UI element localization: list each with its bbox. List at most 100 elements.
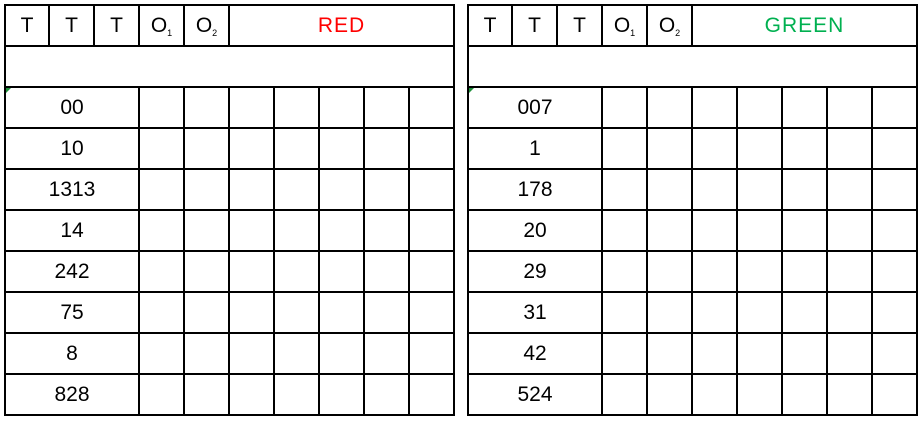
empty-cell[interactable]: [826, 373, 873, 416]
empty-cell[interactable]: [781, 373, 828, 416]
empty-cell[interactable]: [408, 332, 455, 375]
empty-cell[interactable]: [691, 373, 738, 416]
empty-cell[interactable]: [601, 332, 648, 375]
empty-cell[interactable]: [318, 168, 365, 211]
empty-cell[interactable]: [736, 250, 783, 293]
header-cell-t2[interactable]: T: [48, 4, 95, 47]
empty-cell[interactable]: [601, 373, 648, 416]
empty-cell[interactable]: [826, 209, 873, 252]
empty-cell[interactable]: [646, 86, 693, 129]
empty-cell[interactable]: [273, 373, 320, 416]
value-cell[interactable]: 178: [467, 168, 603, 211]
value-cell[interactable]: 75: [4, 291, 140, 334]
empty-cell[interactable]: [318, 127, 365, 170]
empty-cell[interactable]: [228, 168, 275, 211]
panel-title[interactable]: GREEN: [691, 4, 918, 47]
header-cell-o1[interactable]: O1: [138, 4, 185, 47]
value-cell[interactable]: 524: [467, 373, 603, 416]
empty-cell[interactable]: [318, 250, 365, 293]
value-cell[interactable]: 20: [467, 209, 603, 252]
empty-cell[interactable]: [408, 209, 455, 252]
value-cell[interactable]: 8: [4, 332, 140, 375]
empty-cell[interactable]: [318, 291, 365, 334]
empty-cell[interactable]: [691, 250, 738, 293]
empty-cell[interactable]: [363, 209, 410, 252]
empty-cell[interactable]: [363, 168, 410, 211]
empty-cell[interactable]: [601, 250, 648, 293]
empty-cell[interactable]: [273, 250, 320, 293]
empty-cell[interactable]: [408, 291, 455, 334]
blank-merged-cell[interactable]: [4, 45, 455, 88]
header-cell-t3[interactable]: T: [93, 4, 140, 47]
value-cell[interactable]: 14: [4, 209, 140, 252]
empty-cell[interactable]: [138, 209, 185, 252]
empty-cell[interactable]: [138, 373, 185, 416]
empty-cell[interactable]: [228, 86, 275, 129]
empty-cell[interactable]: [871, 127, 918, 170]
header-cell-o2[interactable]: O2: [183, 4, 230, 47]
empty-cell[interactable]: [228, 127, 275, 170]
empty-cell[interactable]: [736, 127, 783, 170]
empty-cell[interactable]: [871, 209, 918, 252]
empty-cell[interactable]: [273, 127, 320, 170]
empty-cell[interactable]: [138, 291, 185, 334]
empty-cell[interactable]: [646, 291, 693, 334]
empty-cell[interactable]: [183, 291, 230, 334]
header-cell-t3[interactable]: T: [556, 4, 603, 47]
empty-cell[interactable]: [408, 168, 455, 211]
empty-cell[interactable]: [646, 373, 693, 416]
empty-cell[interactable]: [363, 291, 410, 334]
empty-cell[interactable]: [363, 86, 410, 129]
value-cell[interactable]: 1: [467, 127, 603, 170]
empty-cell[interactable]: [736, 86, 783, 129]
value-cell[interactable]: 42: [467, 332, 603, 375]
empty-cell[interactable]: [736, 332, 783, 375]
header-cell-t1[interactable]: T: [4, 4, 50, 47]
empty-cell[interactable]: [736, 291, 783, 334]
value-cell[interactable]: 828: [4, 373, 140, 416]
empty-cell[interactable]: [363, 250, 410, 293]
empty-cell[interactable]: [871, 250, 918, 293]
empty-cell[interactable]: [601, 209, 648, 252]
empty-cell[interactable]: [781, 86, 828, 129]
empty-cell[interactable]: [273, 86, 320, 129]
empty-cell[interactable]: [646, 209, 693, 252]
empty-cell[interactable]: [138, 250, 185, 293]
empty-cell[interactable]: [601, 168, 648, 211]
header-cell-o2[interactable]: O2: [646, 4, 693, 47]
empty-cell[interactable]: [781, 168, 828, 211]
empty-cell[interactable]: [138, 127, 185, 170]
value-cell[interactable]: 31: [467, 291, 603, 334]
value-cell[interactable]: 10: [4, 127, 140, 170]
empty-cell[interactable]: [826, 168, 873, 211]
value-cell[interactable]: 242: [4, 250, 140, 293]
empty-cell[interactable]: [228, 209, 275, 252]
empty-cell[interactable]: [228, 250, 275, 293]
empty-cell[interactable]: [138, 86, 185, 129]
empty-cell[interactable]: [871, 332, 918, 375]
empty-cell[interactable]: [601, 127, 648, 170]
blank-merged-cell[interactable]: [467, 45, 918, 88]
empty-cell[interactable]: [736, 209, 783, 252]
empty-cell[interactable]: [646, 168, 693, 211]
empty-cell[interactable]: [228, 332, 275, 375]
empty-cell[interactable]: [781, 250, 828, 293]
value-cell[interactable]: 007: [467, 86, 603, 129]
empty-cell[interactable]: [826, 86, 873, 129]
empty-cell[interactable]: [318, 373, 365, 416]
empty-cell[interactable]: [601, 291, 648, 334]
value-cell[interactable]: 00: [4, 86, 140, 129]
empty-cell[interactable]: [826, 332, 873, 375]
empty-cell[interactable]: [691, 86, 738, 129]
empty-cell[interactable]: [408, 86, 455, 129]
empty-cell[interactable]: [318, 209, 365, 252]
empty-cell[interactable]: [318, 332, 365, 375]
value-cell[interactable]: 29: [467, 250, 603, 293]
empty-cell[interactable]: [183, 332, 230, 375]
empty-cell[interactable]: [736, 373, 783, 416]
empty-cell[interactable]: [781, 291, 828, 334]
empty-cell[interactable]: [601, 86, 648, 129]
empty-cell[interactable]: [871, 168, 918, 211]
empty-cell[interactable]: [363, 332, 410, 375]
empty-cell[interactable]: [183, 127, 230, 170]
